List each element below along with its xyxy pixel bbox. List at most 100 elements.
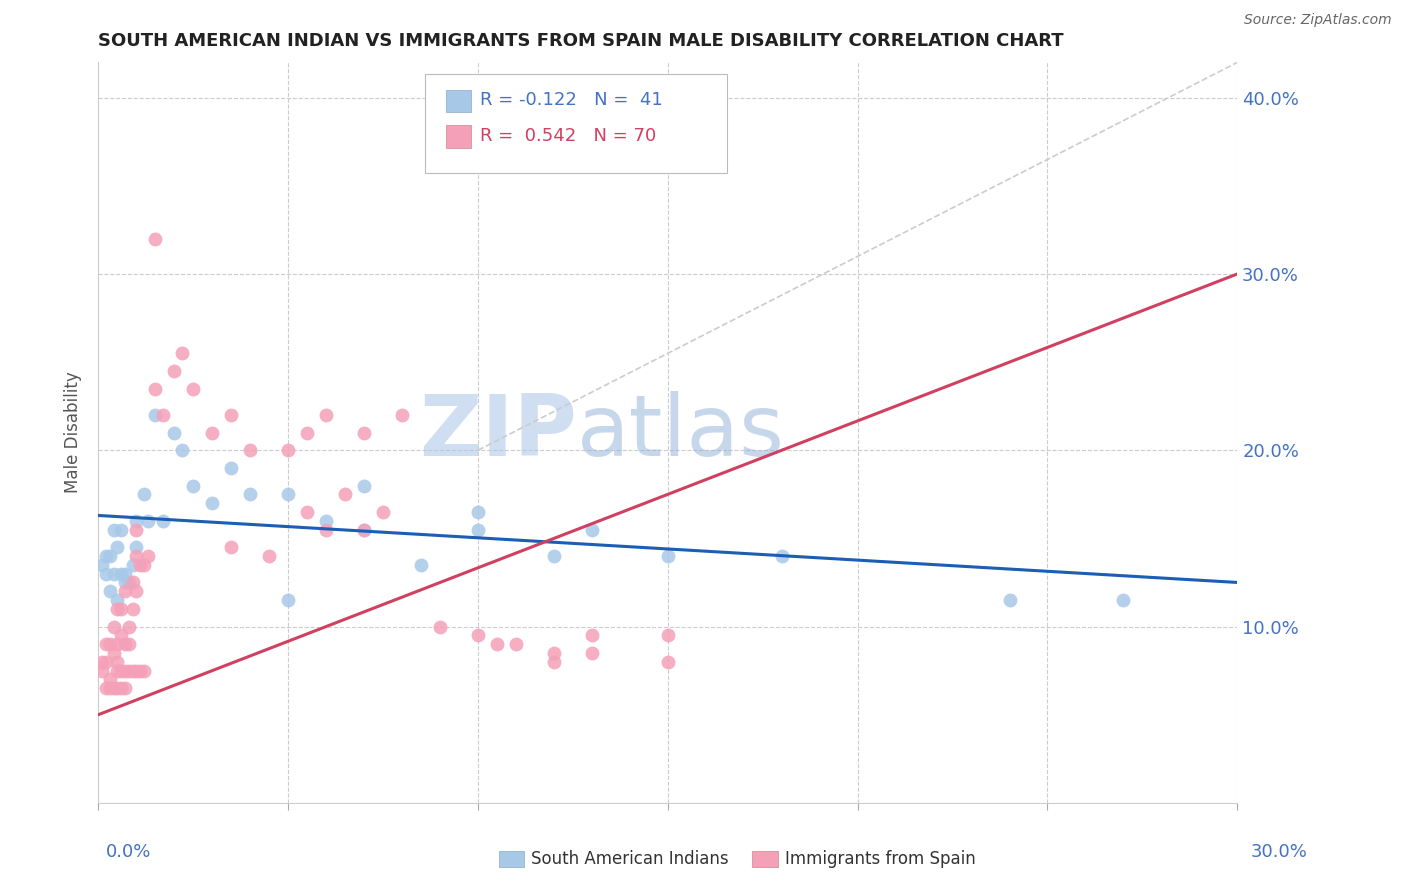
Point xyxy=(110,664,132,678)
Point xyxy=(136,549,159,563)
Point xyxy=(125,514,148,528)
Point xyxy=(335,487,357,501)
Point xyxy=(183,478,205,492)
Point xyxy=(657,549,679,563)
Point xyxy=(353,478,375,492)
Point xyxy=(136,514,159,528)
Point xyxy=(657,628,679,642)
Point xyxy=(543,549,565,563)
Text: R =  0.542   N = 70: R = 0.542 N = 70 xyxy=(479,127,657,145)
Point xyxy=(543,655,565,669)
FancyBboxPatch shape xyxy=(446,90,471,112)
Point xyxy=(277,487,299,501)
Point xyxy=(98,549,121,563)
Point xyxy=(297,425,319,440)
Point xyxy=(107,602,129,616)
Text: 30.0%: 30.0% xyxy=(1251,843,1308,861)
Point xyxy=(107,655,129,669)
Point xyxy=(132,558,155,572)
Point xyxy=(118,637,141,651)
Point xyxy=(201,425,224,440)
Point xyxy=(221,461,243,475)
Point xyxy=(103,523,125,537)
Point xyxy=(98,637,121,651)
Point xyxy=(467,523,489,537)
Point xyxy=(114,664,136,678)
Point xyxy=(581,628,603,642)
Point xyxy=(98,673,121,687)
Point xyxy=(239,487,262,501)
Point xyxy=(121,602,143,616)
Point xyxy=(118,575,141,590)
Point xyxy=(505,637,527,651)
Point xyxy=(353,425,375,440)
Point xyxy=(129,558,152,572)
Point xyxy=(98,584,121,599)
Point xyxy=(429,619,451,633)
Point xyxy=(114,575,136,590)
Point xyxy=(315,514,337,528)
Point xyxy=(98,681,121,696)
Point xyxy=(486,637,509,651)
Point xyxy=(94,637,117,651)
Point xyxy=(114,566,136,581)
Point xyxy=(145,232,167,246)
Point xyxy=(129,664,152,678)
Point xyxy=(145,408,167,422)
Point xyxy=(91,655,114,669)
Point xyxy=(125,664,148,678)
Point xyxy=(277,593,299,607)
Point xyxy=(110,523,132,537)
Point xyxy=(114,681,136,696)
Point xyxy=(132,487,155,501)
Point xyxy=(581,646,603,660)
Point xyxy=(103,681,125,696)
Point xyxy=(657,655,679,669)
Text: Source: ZipAtlas.com: Source: ZipAtlas.com xyxy=(1244,13,1392,28)
Point xyxy=(581,523,603,537)
Point xyxy=(239,443,262,458)
Point xyxy=(183,382,205,396)
Point xyxy=(107,681,129,696)
Point xyxy=(94,566,117,581)
Point xyxy=(221,540,243,554)
Point xyxy=(125,523,148,537)
Point xyxy=(91,664,114,678)
Text: R = -0.122   N =  41: R = -0.122 N = 41 xyxy=(479,91,662,109)
Text: atlas: atlas xyxy=(576,391,785,475)
Point xyxy=(145,382,167,396)
Point xyxy=(103,646,125,660)
Text: 0.0%: 0.0% xyxy=(105,843,150,861)
Point xyxy=(391,408,413,422)
Point xyxy=(163,364,186,378)
Point xyxy=(91,558,114,572)
Text: ZIP: ZIP xyxy=(419,391,576,475)
Point xyxy=(163,425,186,440)
Point xyxy=(770,549,793,563)
Point xyxy=(132,664,155,678)
Point xyxy=(114,584,136,599)
Point xyxy=(94,681,117,696)
Point xyxy=(201,496,224,510)
Text: SOUTH AMERICAN INDIAN VS IMMIGRANTS FROM SPAIN MALE DISABILITY CORRELATION CHART: SOUTH AMERICAN INDIAN VS IMMIGRANTS FROM… xyxy=(98,32,1064,50)
Point xyxy=(125,584,148,599)
Point xyxy=(107,593,129,607)
Point xyxy=(121,558,143,572)
Point xyxy=(221,408,243,422)
Point xyxy=(170,443,193,458)
Point xyxy=(125,540,148,554)
Point xyxy=(125,549,148,563)
Point xyxy=(107,637,129,651)
Point xyxy=(118,664,141,678)
Point xyxy=(297,505,319,519)
Point xyxy=(998,593,1021,607)
Point xyxy=(259,549,281,563)
Y-axis label: Male Disability: Male Disability xyxy=(65,372,83,493)
FancyBboxPatch shape xyxy=(446,126,471,147)
Point xyxy=(152,408,174,422)
Point xyxy=(103,619,125,633)
FancyBboxPatch shape xyxy=(425,73,727,173)
Point xyxy=(103,566,125,581)
Point xyxy=(114,637,136,651)
Text: South American Indians: South American Indians xyxy=(531,850,730,868)
